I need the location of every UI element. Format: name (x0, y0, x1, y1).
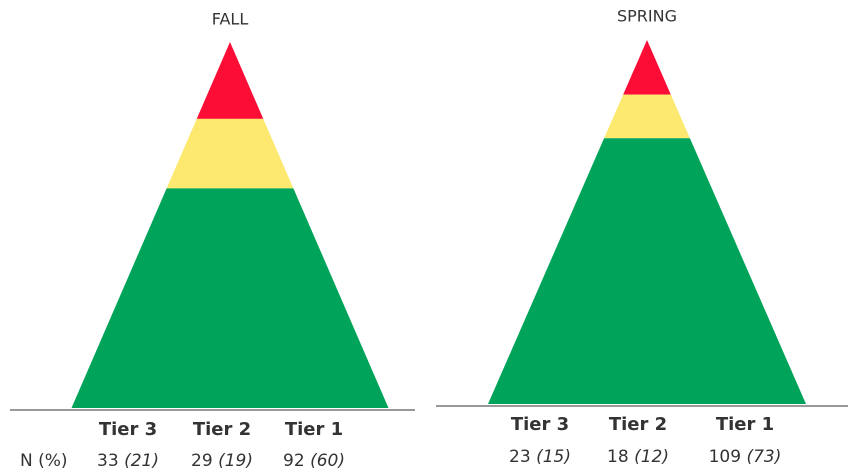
percent-label: (21) (124, 451, 159, 471)
pyramid-segment (488, 138, 806, 404)
tier-label: Tier 2 (609, 414, 667, 435)
tier-label: Tier 2 (193, 419, 251, 440)
count-value: 109 (709, 447, 741, 467)
pyramid-segment (604, 94, 690, 139)
count-value: 92 (283, 451, 305, 471)
chart-title: FALL (212, 10, 249, 29)
percent-label: (19) (218, 451, 253, 471)
tier-label: Tier 3 (99, 419, 157, 440)
tier-label: Tier 3 (511, 414, 569, 435)
tier-count: 92 (60) (283, 451, 345, 471)
percent-label: (60) (310, 451, 345, 471)
row-label: N (%) (20, 451, 68, 471)
count-value: 23 (509, 447, 531, 467)
count-value: 18 (607, 447, 629, 467)
pyramid-segment (71, 188, 389, 408)
tier-count: 109 (73) (709, 447, 782, 467)
tier-count: 23 (15) (509, 447, 571, 467)
tier-label: Tier 1 (716, 414, 774, 435)
tier-count: 18 (12) (607, 447, 669, 467)
pyramid-segment (196, 42, 264, 119)
percent-label: (12) (634, 447, 669, 467)
tier-count: 29 (19) (191, 451, 253, 471)
pyramid-segment (166, 118, 294, 189)
count-value: 29 (191, 451, 213, 471)
tier-label: Tier 1 (285, 419, 343, 440)
chart-title: SPRING (617, 7, 677, 26)
pyramid-segment (623, 40, 671, 95)
count-value: 33 (97, 451, 119, 471)
tier-count: 33 (21) (97, 451, 159, 471)
percent-label: (15) (536, 447, 571, 467)
percent-label: (73) (746, 447, 781, 467)
